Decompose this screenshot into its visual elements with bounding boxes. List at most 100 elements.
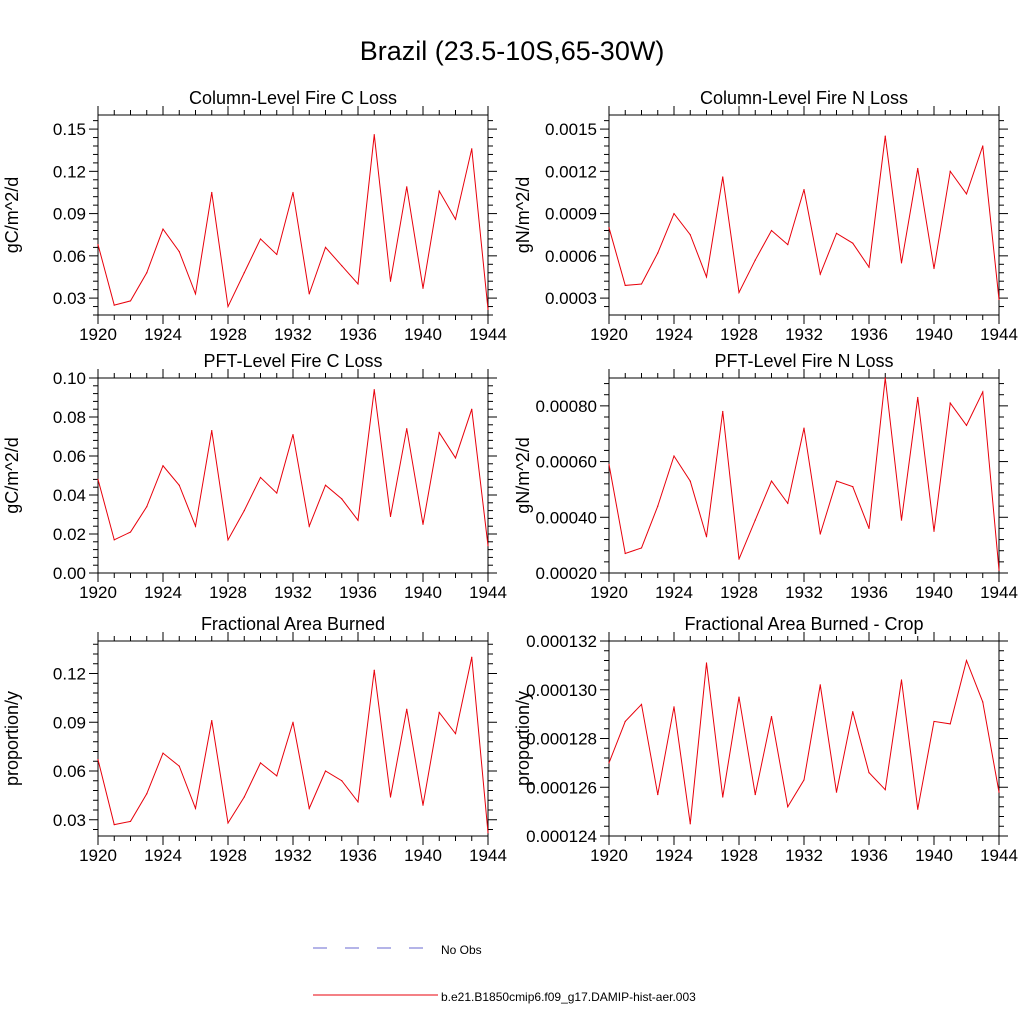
data-point [389,796,392,798]
panel-title: PFT-Level Fire N Loss [714,351,893,371]
data-point [900,262,903,264]
series-line [608,658,1000,824]
data-point [454,733,457,735]
x-tick-label: 1944 [980,583,1018,602]
y-axis-label: proportion/y [513,691,533,786]
x-tick-label: 1928 [209,325,247,344]
y-tick-label: 0.0015 [545,120,597,139]
data-point [819,684,821,686]
plot-frame [608,640,1000,837]
legend-label-no-obs: No Obs [441,943,482,957]
data-point [754,793,756,796]
data-point [146,506,148,508]
data-point [689,823,691,825]
data-point [673,706,675,708]
x-tick-label: 1936 [850,846,888,865]
y-tick-label: 0.12 [53,162,86,181]
data-point [770,715,773,718]
data-point [227,822,229,824]
x-tick-label: 1920 [79,583,117,602]
y-tick-label: 0.00080 [536,397,597,416]
x-tick-label: 1940 [404,325,442,344]
data-point [487,832,489,834]
data-point [608,762,610,764]
y-axis-label: gN/m^2/d [513,177,533,253]
data-point [835,232,838,234]
plot-frame [608,114,1000,316]
x-tick-label: 1944 [469,325,507,344]
data-point [422,804,424,806]
x-tick-label: 1940 [915,325,953,344]
data-point [738,291,740,294]
data-point [689,480,691,482]
data-point [965,424,968,426]
data-point [657,252,659,254]
data-point [803,427,805,429]
data-point [259,476,262,479]
data-point [722,176,724,178]
y-tick-label: 0.03 [53,289,86,308]
data-point [624,284,626,287]
legend-label-model-run: b.e21.B1850cmip6.f09_g17.DAMIP-hist-aer.… [441,990,696,1004]
chart-panel-4: 1920 1924 1928 1932 1936 1940 1944 0.00020 0.000… [513,351,1018,602]
data-point [868,527,870,530]
data-point [884,789,886,791]
y-tick-label: 0.0009 [545,205,597,224]
data-point [308,807,310,809]
data-point [276,253,278,256]
data-point [982,145,984,147]
data-point [438,711,440,714]
data-point [243,796,245,798]
data-point [819,533,821,535]
x-tick-label: 1924 [144,325,182,344]
data-point [373,389,375,391]
data-point [705,662,708,664]
data-point [917,396,919,399]
data-point [738,558,740,560]
data-point [835,791,838,793]
data-point [406,428,408,430]
x-tick-label: 1924 [655,583,693,602]
y-tick-label: 0.00040 [536,508,597,527]
data-point [227,539,229,541]
x-tick-label: 1936 [850,583,888,602]
y-tick-label: 0.10 [53,369,86,388]
data-point [243,272,245,274]
data-point [933,530,935,532]
data-point [406,708,408,710]
chart-panel-3: 1920 1924 1928 1932 1936 1940 1944 0.00 0.02 0.04… [2,351,507,602]
data-point [754,259,756,261]
x-tick-label: 1936 [339,846,377,865]
data-point [819,273,821,275]
data-point [884,135,886,137]
x-tick-label: 1924 [144,846,182,865]
data-point [917,808,919,810]
page-title: Brazil (23.5-10S,65-30W) [359,36,665,66]
data-point [308,293,310,295]
y-tick-label: 0.04 [53,486,86,505]
data-point [868,266,870,268]
data-point [868,772,870,774]
data-point [373,669,375,671]
data-point [406,186,408,188]
data-point [211,191,213,194]
data-point [705,276,708,278]
plot-frame [97,377,489,574]
data-point [292,721,294,723]
data-point [803,189,805,191]
data-point [803,779,805,781]
data-point [97,243,99,246]
x-tick-label: 1944 [469,583,507,602]
x-tick-label: 1944 [980,325,1018,344]
data-point [97,478,99,480]
data-point [113,539,115,541]
data-point [178,484,180,486]
data-point [292,433,294,436]
x-tick-label: 1924 [655,846,693,865]
y-tick-label: 0.06 [53,762,86,781]
x-tick-label: 1944 [980,846,1018,865]
data-point [357,519,359,521]
x-tick-label: 1932 [785,325,823,344]
data-point [852,242,854,244]
